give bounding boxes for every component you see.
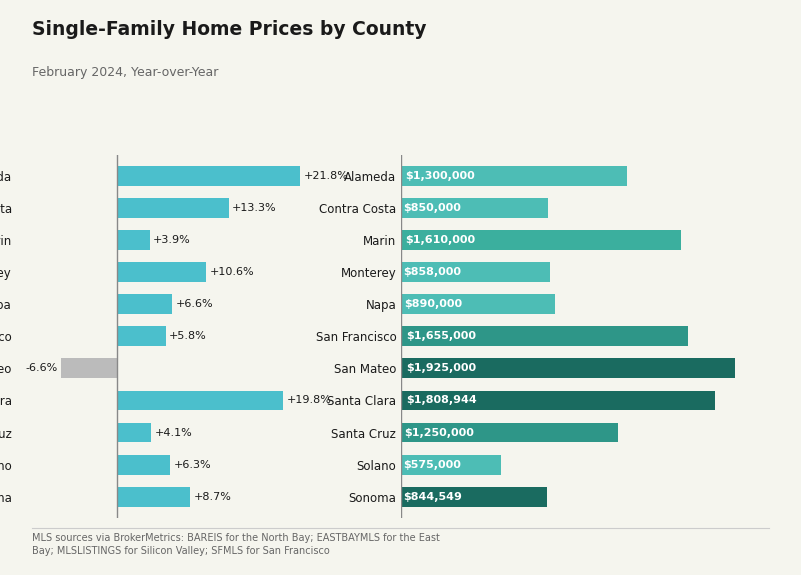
Text: +5.8%: +5.8% [169,331,207,342]
Bar [117,455,170,474]
Text: $575,000: $575,000 [403,459,461,470]
Text: $1,925,000: $1,925,000 [406,363,477,373]
Text: +3.9%: +3.9% [153,235,191,245]
Bar [400,455,501,474]
Bar [400,198,549,218]
Bar [117,230,150,250]
Bar [117,327,166,346]
Text: $1,250,000: $1,250,000 [405,428,474,438]
Bar [400,423,618,443]
Text: $1,300,000: $1,300,000 [405,171,474,181]
Bar [400,327,689,346]
Bar [117,166,300,186]
Bar [117,390,284,411]
Text: +21.8%: +21.8% [304,171,348,181]
Text: $1,655,000: $1,655,000 [405,331,476,342]
Text: +8.7%: +8.7% [194,492,231,501]
Bar [117,486,190,507]
Text: +4.1%: +4.1% [155,428,192,438]
Text: $850,000: $850,000 [404,203,461,213]
Text: +6.3%: +6.3% [173,459,211,470]
Text: February 2024, Year-over-Year: February 2024, Year-over-Year [32,66,219,79]
Bar [400,486,547,507]
Text: $858,000: $858,000 [404,267,461,277]
Text: $844,549: $844,549 [404,492,462,501]
Text: -6.6%: -6.6% [26,363,58,373]
Bar [117,423,151,443]
Text: $1,610,000: $1,610,000 [405,235,476,245]
Bar [400,166,626,186]
Text: MLS sources via BrokerMetrics: BAREIS for the North Bay; EASTBAYMLS for the East: MLS sources via BrokerMetrics: BAREIS fo… [32,533,440,556]
Bar [400,262,549,282]
Bar [400,358,735,378]
Bar [117,294,172,315]
Bar [117,198,229,218]
Text: +6.6%: +6.6% [176,300,213,309]
Bar [400,390,715,411]
Text: Single-Family Home Prices by County: Single-Family Home Prices by County [32,20,427,39]
Text: $1,808,944: $1,808,944 [406,396,477,405]
Text: +10.6%: +10.6% [210,267,254,277]
Text: +19.8%: +19.8% [287,396,332,405]
Bar [400,230,681,250]
Text: +13.3%: +13.3% [232,203,277,213]
Text: $890,000: $890,000 [404,300,462,309]
Bar [117,262,206,282]
Bar [62,358,117,378]
Bar [400,294,555,315]
